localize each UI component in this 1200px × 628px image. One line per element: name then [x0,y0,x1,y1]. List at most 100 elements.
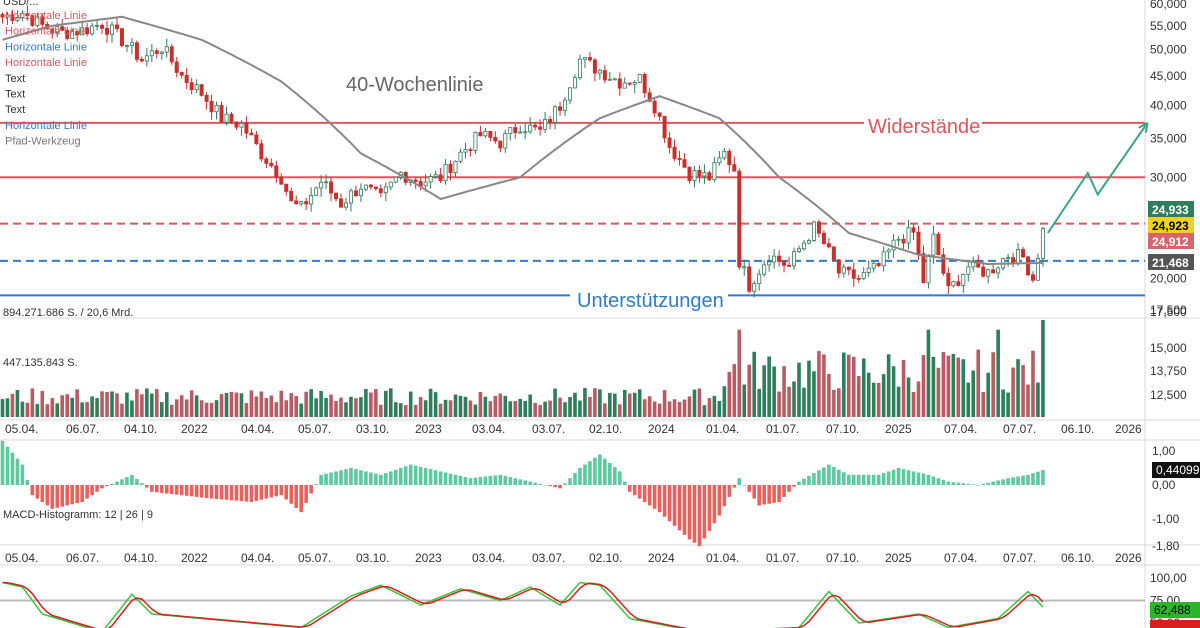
volume-bar [667,401,672,417]
macd-bar [339,470,343,485]
macd-bar [294,485,299,508]
volume-bar [712,395,717,417]
macd-bar [384,473,388,485]
macd-bar [608,462,612,485]
volume-bar [334,400,338,417]
macd-bar [692,485,697,543]
candle-body [194,84,199,91]
macd-bar [961,483,966,485]
candle-body [602,70,607,81]
x-axis-label: 05.07. [298,422,331,436]
candle-body [413,179,418,182]
x-axis-label: 01.04. [706,422,739,436]
volume-bar [886,354,891,417]
macd-bar [986,482,990,485]
volume-tick-label: 15,000 [1150,341,1187,355]
volume-bar [1021,365,1025,417]
legend-item[interactable]: Text [5,104,25,116]
volume-bar [523,400,528,417]
candle-body [1035,258,1040,281]
candle-body [612,78,617,81]
macd-bar [757,485,761,506]
candle-body [742,266,747,269]
legend-item[interactable]: Horizontale Linie [5,10,87,22]
volume-bar [881,374,886,417]
macd-bar [528,481,532,485]
candle-body [906,227,911,244]
candle-body [682,159,687,168]
stoch-d-line [2,581,1044,628]
legend-item[interactable]: Horizontale Linie [5,26,87,38]
candle-body [229,113,234,123]
macd-bar [174,485,179,495]
macd-bar [866,474,871,485]
volume-bar [324,397,328,417]
x-axis-label: 06.07. [66,551,99,565]
candle-body [627,82,632,85]
candle-body [244,122,249,134]
candle-body [204,94,209,102]
legend-item[interactable]: Horizontale Linie [5,41,87,53]
macd-bar [140,483,144,485]
candle-body [443,163,448,182]
candle-body [956,281,961,286]
candle-body [169,46,174,63]
candle-body [503,133,508,149]
candle-body [149,50,154,57]
volume-bar [169,404,174,417]
macd-bar [896,468,901,485]
legend-item[interactable]: Text [5,73,25,85]
volume-bar [388,388,393,417]
volume-bar [981,392,986,417]
candle-body [179,72,184,76]
volume-bar [717,400,722,417]
macd-bar [1016,476,1020,485]
macd-bar [886,471,891,485]
stoch-d-badge [1150,620,1200,628]
candle-body [916,231,921,255]
candle-body [762,264,767,275]
volume-bar [563,402,567,417]
volume-bar [941,351,946,417]
macd-bar [130,474,134,485]
legend-item[interactable]: Pfad-Werkzeug [5,136,81,148]
volume-bar [423,400,428,417]
macd-bar [433,470,438,485]
volume-bar [911,391,916,417]
volume-bar [931,356,936,417]
volume-bar [155,389,159,417]
volume-bar [896,386,901,417]
volume-bar [15,390,20,417]
volume-bar [657,403,662,417]
macd-bar [508,477,513,485]
macd-bar [269,485,274,498]
volume-bar [229,391,234,417]
legend-item[interactable]: Text [5,89,25,101]
volume-bar [304,391,308,417]
legend-item[interactable]: Horizontale Linie [5,120,87,132]
candle-body [971,260,976,268]
volume-bar [553,388,557,417]
volume-bar [279,390,284,417]
candle-body [782,261,787,266]
candle-body [856,277,861,280]
price-badge [1148,201,1194,217]
candle-body [329,181,334,194]
macd-bar [60,485,65,507]
macd-bar [5,446,10,485]
volume-bar [145,388,149,417]
volume-bar [807,360,811,417]
candle-body [851,269,856,279]
macd-bar [827,464,831,485]
volume-bar [936,367,941,417]
macd-bar [767,485,771,504]
volume-bar [513,401,518,417]
legend-item[interactable]: Horizontale Linie [5,57,87,69]
volume-bar [946,355,951,417]
stoch-tick-label: 100,00 [1150,571,1187,585]
macd-bar [219,485,224,500]
price-tick-label: 45,000 [1150,69,1187,83]
volume-bar [438,403,443,417]
candle-body [428,176,433,183]
candle-body [667,137,672,148]
